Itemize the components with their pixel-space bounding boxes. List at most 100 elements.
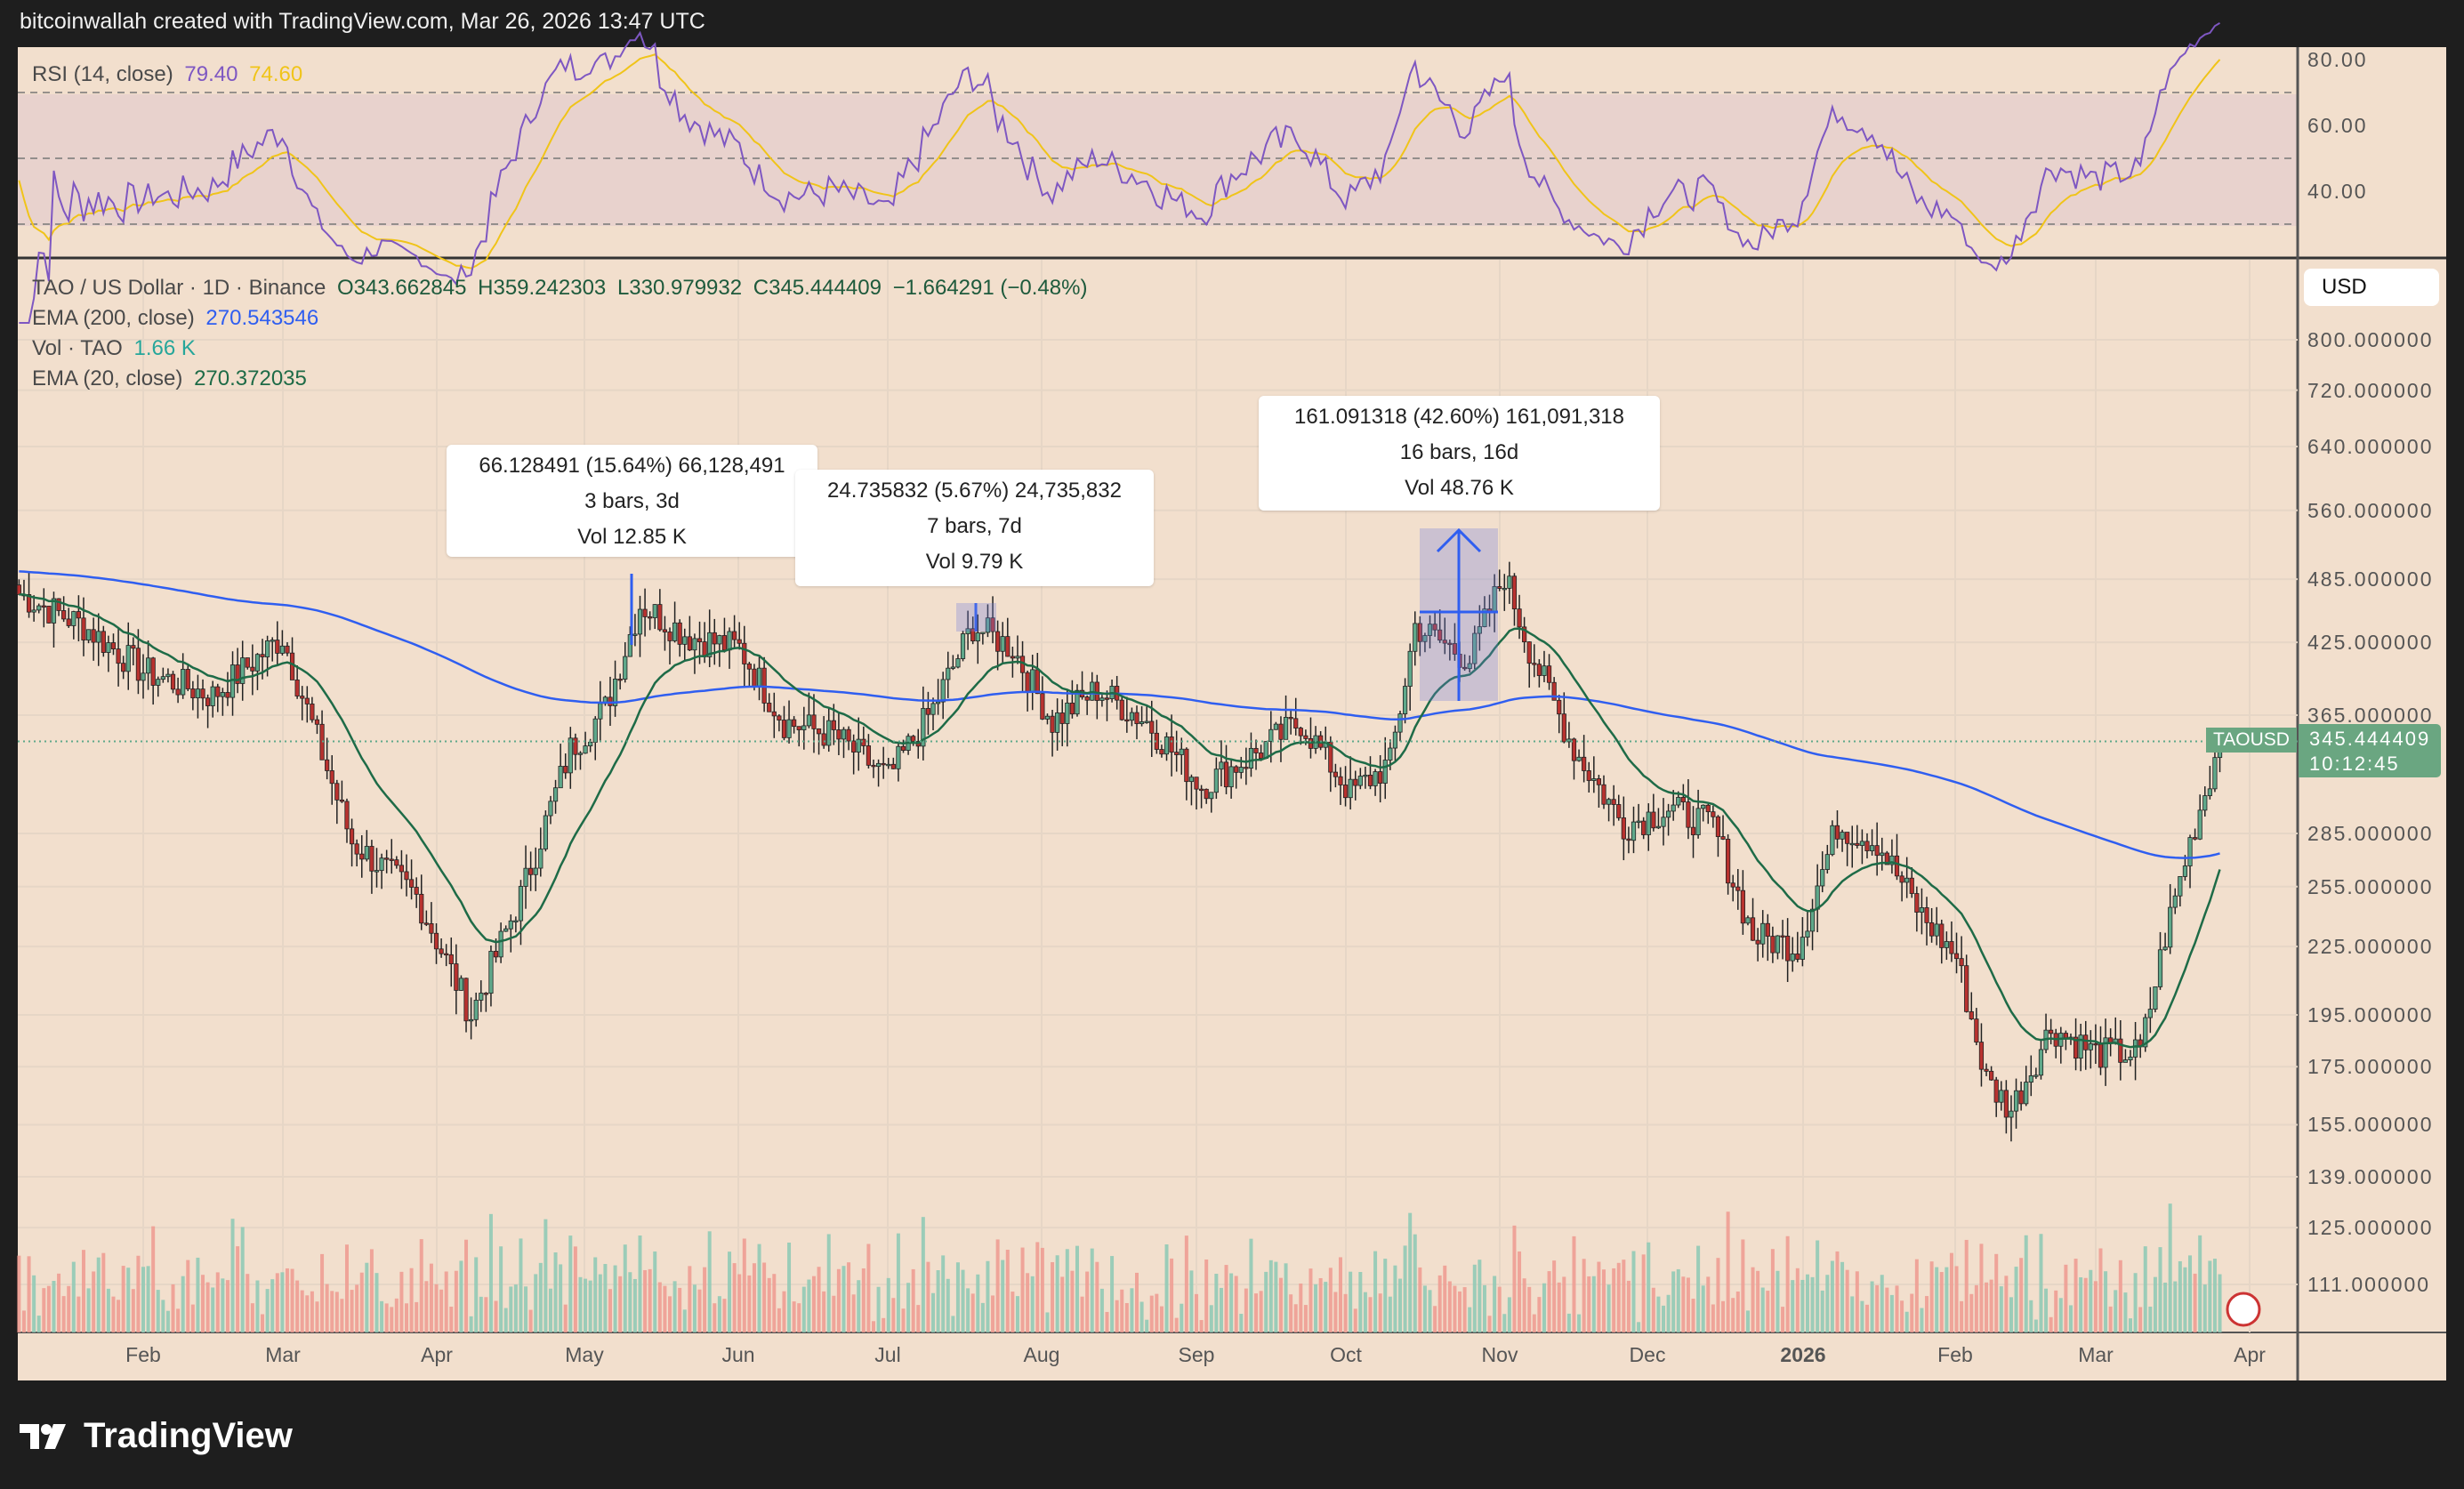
volume-bar [1502, 1314, 1507, 1332]
volume-bar [384, 1303, 389, 1332]
candle-body [1228, 766, 1234, 788]
candle-body [2049, 1029, 2054, 1034]
candle-body [712, 632, 717, 645]
volume-bar [657, 1282, 662, 1332]
time-tick: 2026 [1780, 1343, 1826, 1366]
candle-body [101, 631, 106, 653]
candle-body [946, 667, 951, 680]
volume-bar [61, 1296, 66, 1332]
candle-body [76, 611, 81, 619]
currency-selector[interactable]: USD [2304, 269, 2439, 306]
volume-bar [578, 1276, 583, 1332]
candle-body [116, 648, 121, 664]
volume-bar [409, 1268, 414, 1332]
volume-bar [2143, 1246, 2147, 1332]
volume-bar [2163, 1282, 2168, 1332]
candle-body [1209, 792, 1214, 800]
candle-body [1919, 907, 1925, 913]
volume-bar [1974, 1284, 1978, 1332]
volume-bar [1308, 1268, 1313, 1332]
time-tick: Nov [1481, 1343, 1518, 1366]
candle-body [2093, 1042, 2098, 1046]
candle-body [304, 697, 310, 704]
candle-body [861, 738, 866, 746]
candle-body [1025, 672, 1030, 693]
candle-body [1755, 939, 1760, 945]
volume-bar [548, 1288, 552, 1332]
volume-bar [101, 1252, 106, 1332]
volume-bar [1701, 1285, 1705, 1332]
ema20-label: EMA (20, close) [32, 366, 183, 390]
volume-bar [86, 1288, 91, 1332]
volume-bar [1681, 1276, 1686, 1332]
candle-body [1542, 665, 1547, 676]
time-tick: Jun [721, 1343, 755, 1366]
volume-bar [1795, 1268, 1800, 1332]
candle-body [617, 679, 623, 681]
candle-body [51, 598, 57, 624]
candle-body [637, 608, 643, 635]
volume-bar [672, 1281, 677, 1332]
time-tick: Feb [1937, 1343, 1973, 1366]
candle-body [1268, 728, 1274, 743]
volume-bar [1453, 1285, 1457, 1332]
candle-body [245, 657, 250, 668]
volume-bar [632, 1278, 637, 1332]
candle-body [2193, 837, 2198, 840]
volume-bar [1020, 1247, 1025, 1332]
candle-body [2038, 1049, 2044, 1076]
volume-bar [772, 1274, 777, 1332]
candle-body [662, 629, 668, 632]
volume-bar [1373, 1251, 1378, 1332]
volume-bar [1920, 1308, 1924, 1332]
candle-body [1149, 720, 1155, 734]
volume-bar [916, 1305, 921, 1332]
ema200-legend: EMA (200, close) 270.543546 [32, 306, 324, 331]
candle-body [846, 728, 851, 742]
volume-bar [991, 1295, 995, 1332]
volume-bar [1825, 1275, 1830, 1332]
candle-body [980, 632, 986, 634]
volume-bar [2083, 1277, 2088, 1332]
volume-bar [280, 1272, 285, 1332]
volume-bar [563, 1304, 568, 1332]
candle-body [433, 932, 439, 950]
volume-bar [2193, 1273, 2197, 1332]
volume-bar [1626, 1280, 1631, 1332]
candle-body [1055, 712, 1060, 733]
candle-body [1953, 953, 1960, 960]
candle-body [106, 642, 111, 653]
volume-bar [1159, 1306, 1164, 1332]
candle-body [181, 669, 186, 696]
candle-body [921, 708, 926, 747]
candle-body [2128, 1056, 2133, 1060]
candle-body [1129, 712, 1135, 721]
candle-body [1447, 642, 1453, 646]
volume-bar [1616, 1262, 1621, 1332]
volume-bar [976, 1274, 980, 1332]
volume-bar [1751, 1267, 1755, 1332]
volume-bar [926, 1261, 930, 1332]
volume-bar [1855, 1271, 1859, 1332]
candle-body [458, 978, 464, 991]
volume-bar [668, 1296, 672, 1332]
candle-body [1134, 712, 1139, 725]
volume-bar [1885, 1287, 1889, 1332]
candle-body [96, 631, 101, 643]
volume-bar [1328, 1268, 1333, 1332]
volume-bar [826, 1234, 831, 1332]
candle-body [1536, 664, 1542, 676]
volume-bar [703, 1267, 707, 1332]
candle-body [210, 686, 215, 706]
candle-body [205, 697, 211, 706]
candle-body [1288, 717, 1293, 720]
candle-body [672, 622, 678, 641]
candle-body [175, 688, 181, 696]
bar-countdown: 10:12:45 [2309, 753, 2400, 775]
candle-body [1978, 1042, 1985, 1070]
candle-body [1561, 713, 1566, 743]
volume-bar [1999, 1286, 2003, 1332]
time-tick: Mar [2078, 1343, 2114, 1366]
candle-body [1780, 935, 1785, 938]
